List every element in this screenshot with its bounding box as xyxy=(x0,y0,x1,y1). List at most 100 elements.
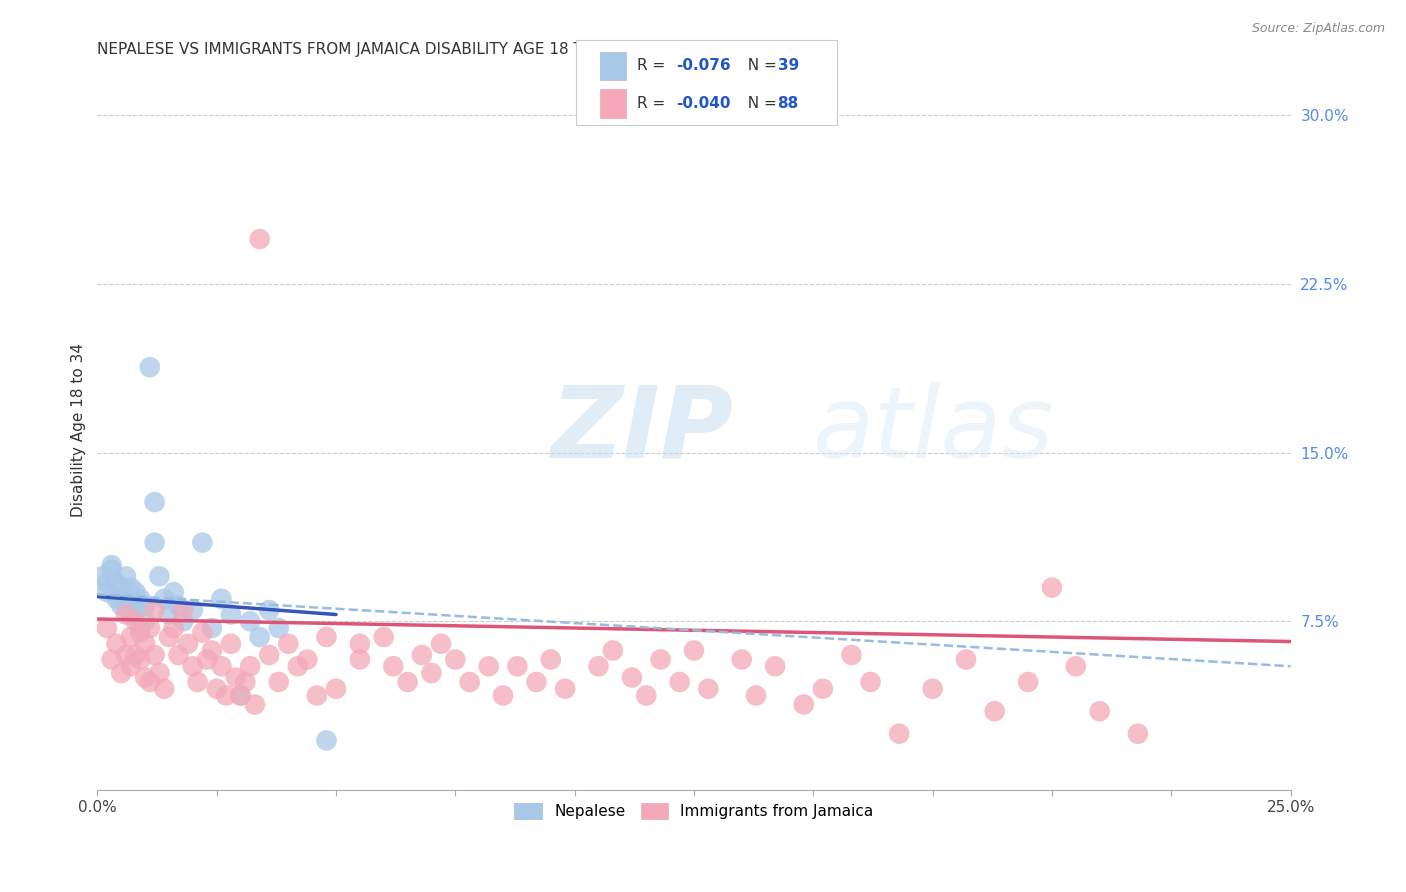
Point xyxy=(191,625,214,640)
Point xyxy=(396,675,419,690)
Point xyxy=(373,630,395,644)
Point xyxy=(139,675,162,690)
Point xyxy=(115,591,138,606)
Point xyxy=(148,569,170,583)
Text: N =: N = xyxy=(738,96,782,112)
Point xyxy=(229,689,252,703)
Point xyxy=(554,681,576,696)
Point xyxy=(191,535,214,549)
Text: ZIP: ZIP xyxy=(551,382,734,479)
Point xyxy=(139,621,162,635)
Point xyxy=(731,652,754,666)
Point xyxy=(249,630,271,644)
Point xyxy=(124,648,146,662)
Point xyxy=(492,689,515,703)
Point xyxy=(201,643,224,657)
Point xyxy=(257,603,280,617)
Text: R =: R = xyxy=(637,96,671,112)
Point xyxy=(249,232,271,246)
Point xyxy=(763,659,786,673)
Point xyxy=(889,727,911,741)
Legend: Nepalese, Immigrants from Jamaica: Nepalese, Immigrants from Jamaica xyxy=(508,797,880,825)
Point xyxy=(211,591,233,606)
Text: -0.040: -0.040 xyxy=(676,96,731,112)
Point xyxy=(1126,727,1149,741)
Point xyxy=(134,615,156,629)
Point xyxy=(267,621,290,635)
Point xyxy=(96,585,118,599)
Point xyxy=(167,599,190,613)
Point xyxy=(458,675,481,690)
Point xyxy=(153,681,176,696)
Text: -0.076: -0.076 xyxy=(676,58,731,73)
Point xyxy=(325,681,347,696)
Point xyxy=(1017,675,1039,690)
Point xyxy=(205,681,228,696)
Point xyxy=(163,585,186,599)
Point xyxy=(697,681,720,696)
Point xyxy=(143,535,166,549)
Point xyxy=(201,621,224,635)
Point xyxy=(110,599,132,613)
Point xyxy=(444,652,467,666)
Point xyxy=(91,569,114,583)
Point xyxy=(143,648,166,662)
Point xyxy=(129,591,152,606)
Point xyxy=(478,659,501,673)
Point xyxy=(793,698,815,712)
Point xyxy=(859,675,882,690)
Point xyxy=(1088,704,1111,718)
Point xyxy=(215,689,238,703)
Point xyxy=(382,659,405,673)
Point xyxy=(349,637,371,651)
Point xyxy=(120,659,142,673)
Point xyxy=(1064,659,1087,673)
Point xyxy=(124,585,146,599)
Point xyxy=(267,675,290,690)
Point xyxy=(243,698,266,712)
Text: R =: R = xyxy=(637,58,671,73)
Point xyxy=(148,665,170,680)
Point xyxy=(620,671,643,685)
Point xyxy=(540,652,562,666)
Point xyxy=(181,603,204,617)
Point xyxy=(157,630,180,644)
Point xyxy=(239,659,262,673)
Point xyxy=(668,675,690,690)
Point xyxy=(287,659,309,673)
Point xyxy=(187,675,209,690)
Point xyxy=(315,733,337,747)
Point xyxy=(811,681,834,696)
Y-axis label: Disability Age 18 to 34: Disability Age 18 to 34 xyxy=(72,343,86,517)
Point xyxy=(683,643,706,657)
Point xyxy=(124,615,146,629)
Point xyxy=(163,621,186,635)
Point xyxy=(349,652,371,666)
Point xyxy=(430,637,453,651)
Point xyxy=(105,591,128,606)
Point xyxy=(257,648,280,662)
Point xyxy=(115,648,138,662)
Point xyxy=(745,689,768,703)
Point xyxy=(602,643,624,657)
Point xyxy=(129,652,152,666)
Point xyxy=(277,637,299,651)
Point xyxy=(219,607,242,622)
Point xyxy=(636,689,658,703)
Point xyxy=(526,675,548,690)
Point xyxy=(143,495,166,509)
Point xyxy=(105,576,128,591)
Point xyxy=(506,659,529,673)
Text: NEPALESE VS IMMIGRANTS FROM JAMAICA DISABILITY AGE 18 TO 34 CORRELATION CHART: NEPALESE VS IMMIGRANTS FROM JAMAICA DISA… xyxy=(97,42,790,57)
Point xyxy=(172,615,194,629)
Point xyxy=(181,659,204,673)
Point xyxy=(219,637,242,651)
Point xyxy=(105,637,128,651)
Point xyxy=(195,652,218,666)
Text: 39: 39 xyxy=(778,58,799,73)
Text: 88: 88 xyxy=(778,96,799,112)
Point xyxy=(96,576,118,591)
Point xyxy=(229,689,252,703)
Point xyxy=(172,603,194,617)
Point xyxy=(225,671,247,685)
